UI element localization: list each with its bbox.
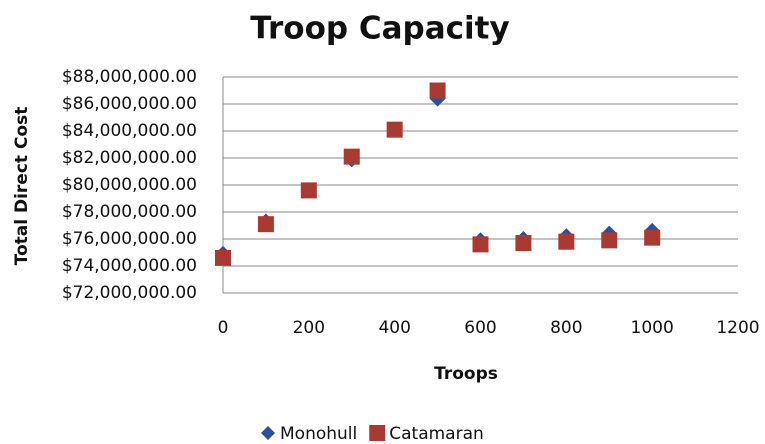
y-tick-label: $72,000,000.00 <box>62 283 197 303</box>
point <box>601 232 618 249</box>
y-tick-label: $74,000,000.00 <box>62 256 197 276</box>
legend-marker <box>261 426 275 440</box>
point <box>386 121 403 138</box>
point <box>343 148 360 165</box>
y-tick-label: $84,000,000.00 <box>62 121 197 141</box>
point <box>429 82 446 99</box>
x-tick-label: 200 <box>293 318 325 338</box>
x-tick-label: 400 <box>378 318 410 338</box>
y-tick-label: $86,000,000.00 <box>62 94 197 114</box>
y-tick-label: $80,000,000.00 <box>62 175 197 195</box>
point <box>215 249 231 266</box>
point <box>257 216 274 233</box>
x-tick-label: 800 <box>550 318 582 338</box>
y-axis-label: Total Direct Cost <box>12 107 32 266</box>
y-tick-label: $88,000,000.00 <box>62 67 197 87</box>
point <box>515 235 532 252</box>
chart-title: Troop Capacity <box>250 11 509 47</box>
legend-label: Monohull <box>280 424 357 444</box>
x-tick-label: 600 <box>464 318 496 338</box>
x-axis-label: Troops <box>434 364 498 384</box>
y-tick-label: $76,000,000.00 <box>62 229 197 249</box>
y-tick-label: $82,000,000.00 <box>62 148 197 168</box>
y-tick-label: $78,000,000.00 <box>62 202 197 222</box>
x-tick-label: 0 <box>218 318 229 338</box>
point <box>300 182 317 199</box>
point <box>644 229 661 246</box>
x-tick-label: 1000 <box>631 318 674 338</box>
point <box>558 233 575 250</box>
x-tick-label: 1200 <box>716 318 759 338</box>
legend-marker <box>369 425 386 441</box>
point <box>472 236 489 253</box>
legend-label: Catamaran <box>389 424 484 444</box>
